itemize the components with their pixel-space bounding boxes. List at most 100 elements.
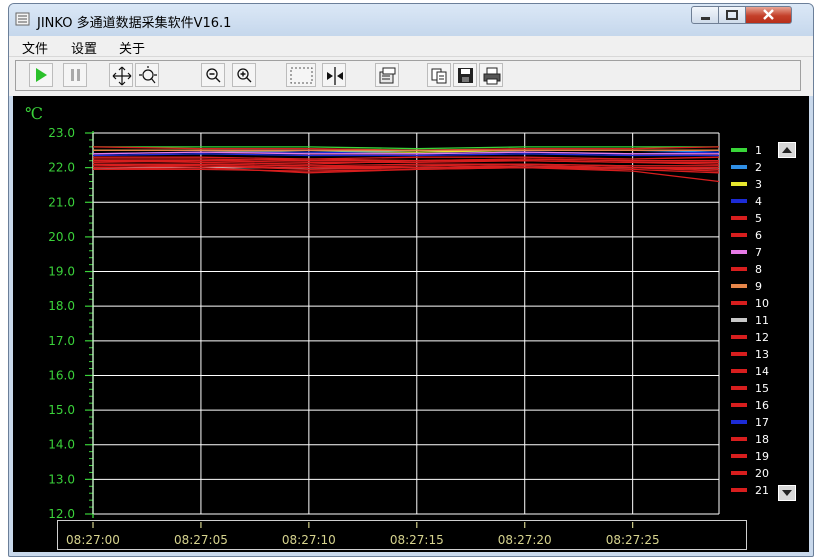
zoom-out-button[interactable] <box>201 63 225 87</box>
maximize-button[interactable] <box>718 6 746 24</box>
legend-label-13: 13 <box>755 348 769 361</box>
select-rect-icon <box>290 67 313 84</box>
legend-label-21: 21 <box>755 484 769 497</box>
minimize-button[interactable] <box>691 6 719 24</box>
save-icon <box>458 68 473 83</box>
zoom-area-button[interactable] <box>135 63 159 87</box>
app-window: JINKO 多通道数据采集软件V16.1 文件 设置 关于 <box>8 3 814 557</box>
legend-label-17: 17 <box>755 416 769 429</box>
pan-icon <box>112 66 132 86</box>
menu-file[interactable]: 文件 <box>22 42 49 57</box>
maximize-icon <box>726 10 738 20</box>
legend-swatch-21 <box>731 488 747 492</box>
legend-label-1: 1 <box>755 144 762 157</box>
split-cursor-icon <box>327 67 343 85</box>
zoom-area-icon <box>139 66 157 84</box>
temperature-chart[interactable]: 23.0 22.0 21.0 20.0 19.0 18.0 17.0 16.0 15.0 14.0… <box>13 96 809 552</box>
y-tick-label: 20.0 <box>48 230 75 244</box>
copy-icon <box>431 68 447 84</box>
series-line-17 <box>92 153 719 157</box>
legend-swatch-10 <box>731 301 747 305</box>
legend-swatch-16 <box>731 403 747 407</box>
select-rect-button[interactable] <box>286 63 316 87</box>
app-icon <box>15 12 30 26</box>
legend-swatch-1 <box>731 148 747 152</box>
split-cursor-button[interactable] <box>322 63 346 87</box>
legend-swatch-20 <box>731 471 747 475</box>
legend-swatch-7 <box>731 250 747 254</box>
x-tick-label: 08:27:10 <box>282 533 336 547</box>
x-tick-label: 08:27:05 <box>174 533 228 547</box>
legend-swatch-12 <box>731 335 747 339</box>
legend-swatch-15 <box>731 386 747 390</box>
legend-label-10: 10 <box>755 297 769 310</box>
toolbar <box>9 57 813 96</box>
y-tick-label: 12.0 <box>48 507 75 521</box>
y-tick-label: 19.0 <box>48 265 75 279</box>
play-icon <box>36 68 47 82</box>
unit-label: ℃ <box>25 104 43 123</box>
minimize-icon <box>701 17 710 20</box>
legend-swatch-5 <box>731 216 747 220</box>
series-line-18 <box>93 166 720 174</box>
menu-bar: 文件 设置 关于 <box>9 36 813 57</box>
series-line-6 <box>92 158 719 165</box>
chart-area: ℃ 23.0 22.0 21.0 20.0 19.0 18.0 17.0 16.0 15.0 14… <box>13 96 809 552</box>
legend-label-2: 2 <box>755 161 762 174</box>
start-button[interactable] <box>29 63 53 87</box>
pause-icon <box>71 69 80 81</box>
series-line-19 <box>93 158 719 162</box>
close-icon <box>763 9 774 20</box>
window-title: JINKO 多通道数据采集软件V16.1 <box>37 16 232 31</box>
pan-button[interactable] <box>109 63 133 87</box>
y-tick-label: 17.0 <box>48 334 75 348</box>
legend-scroll-down-button[interactable] <box>778 485 796 501</box>
menu-about[interactable]: 关于 <box>119 42 146 57</box>
legend-label-6: 6 <box>755 229 762 242</box>
series-line-21 <box>93 163 719 167</box>
close-button[interactable] <box>745 6 792 24</box>
legend-swatch-2 <box>731 165 747 169</box>
arrow-down-icon <box>782 490 792 496</box>
legend-swatch-19 <box>731 454 747 458</box>
legend-label-4: 4 <box>755 195 762 208</box>
legend-swatch-6 <box>731 233 747 237</box>
pause-button[interactable] <box>63 63 87 87</box>
legend-swatch-8 <box>731 267 747 271</box>
title-bar[interactable]: JINKO 多通道数据采集软件V16.1 <box>9 4 813 36</box>
arrow-up-icon <box>782 147 792 153</box>
series-line-20 <box>92 165 719 169</box>
legend-scroll-up-button[interactable] <box>778 142 796 158</box>
zoom-in-button[interactable] <box>232 63 256 87</box>
y-tick-label: 14.0 <box>48 438 75 452</box>
y-tick-label: 16.0 <box>48 368 75 382</box>
legend-swatch-18 <box>731 437 747 441</box>
y-tick-label: 22.0 <box>48 161 75 175</box>
print-button[interactable] <box>479 63 503 87</box>
print-icon <box>483 67 501 85</box>
series-line-1 <box>93 146 719 150</box>
y-tick-label: 13.0 <box>48 472 75 486</box>
legend-label-15: 15 <box>755 382 769 395</box>
time-axis-panel <box>57 520 747 550</box>
properties-button[interactable] <box>375 63 399 87</box>
save-button[interactable] <box>453 63 477 87</box>
zoom-in-icon <box>237 68 252 83</box>
legend-label-14: 14 <box>755 365 769 378</box>
copy-button[interactable] <box>427 63 451 87</box>
series-line-7 <box>92 151 719 155</box>
properties-icon <box>379 67 396 84</box>
legend-label-18: 18 <box>755 433 769 446</box>
legend-label-9: 9 <box>755 280 762 293</box>
legend-swatch-17 <box>731 420 747 424</box>
legend-swatch-11 <box>731 318 747 322</box>
y-tick-label: 23.0 <box>48 126 75 140</box>
menu-settings[interactable]: 设置 <box>71 42 98 57</box>
legend-swatch-14 <box>731 369 747 373</box>
legend-label-7: 7 <box>755 246 762 259</box>
legend-swatch-4 <box>731 199 747 203</box>
series-line-14 <box>93 156 720 160</box>
x-tick-label: 08:27:00 <box>66 533 120 547</box>
legend-swatch-3 <box>731 182 747 186</box>
legend-label-19: 19 <box>755 450 769 463</box>
